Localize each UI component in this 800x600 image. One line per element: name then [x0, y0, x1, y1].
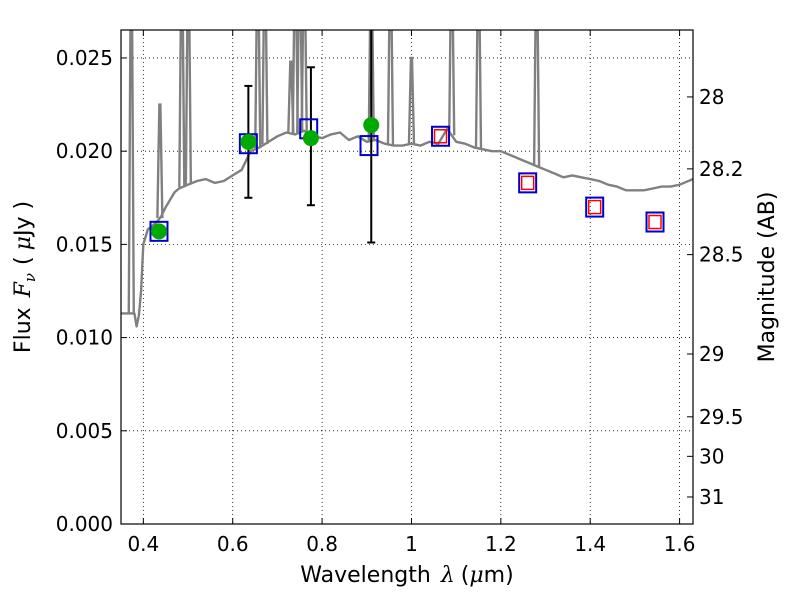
y-tick-label: 0.010: [56, 326, 113, 350]
emission-lines: [127, 30, 541, 314]
y-tick-label: 0.015: [56, 232, 113, 256]
emission-line: [367, 30, 375, 141]
emission-line: [300, 30, 308, 131]
observed-circle-marker: [240, 133, 257, 150]
emission-line: [407, 56, 416, 144]
emission-line: [156, 103, 164, 219]
predicted-square-marker: [587, 199, 602, 215]
right-tick-label: 28.2: [699, 157, 744, 181]
emission-line: [447, 30, 456, 136]
model-spectrum-line: [121, 127, 693, 328]
right-tick-label: 28.5: [699, 243, 744, 267]
model-square-marker: [518, 172, 538, 194]
emission-line: [184, 30, 193, 185]
emission-line: [127, 30, 135, 314]
emission-line: [178, 30, 186, 188]
y-tick-label: 0.000: [56, 512, 113, 536]
emission-line: [532, 30, 541, 167]
model-square-marker: [149, 220, 169, 242]
predicted-square-marker: [433, 129, 448, 144]
right-tick-label: 30: [699, 444, 724, 468]
data-markers: [149, 117, 665, 242]
x-tick-label: 1.4: [574, 532, 606, 556]
y-axis-title-left: FluxFν(μJy ): [11, 201, 39, 353]
right-tick-label: 29.5: [699, 405, 744, 429]
emission-line: [386, 30, 395, 145]
x-tick-label: 0.8: [306, 532, 338, 556]
emission-line: [291, 30, 299, 135]
model-square-marker: [585, 196, 605, 218]
y-tick-label: 0.025: [56, 46, 113, 70]
right-tick-label: 31: [699, 485, 724, 509]
model-square-marker: [645, 211, 665, 233]
emission-line: [474, 30, 483, 149]
axis-ticks: 0.4 0.6 0.8 1 1.2 1.4 1.6 0.000 0.005 0.010 0.015 0…: [56, 30, 744, 556]
y-axis-title-right: Magnitude (AB): [755, 192, 780, 363]
predicted-square-marker: [648, 214, 662, 230]
y-tick-label: 0.020: [56, 139, 113, 163]
x-tick-label: 0.6: [217, 532, 249, 556]
observed-circle-marker: [363, 117, 380, 134]
emission-line: [296, 30, 304, 133]
y-tick-label: 0.005: [56, 419, 113, 443]
observed-circle-marker: [302, 130, 319, 147]
x-tick-label: 1.2: [485, 532, 517, 556]
x-axis-title: Wavelength λ (μm): [300, 563, 513, 588]
right-tick-label: 29: [699, 342, 724, 366]
emission-line: [254, 30, 262, 149]
plot-background: [121, 30, 693, 524]
model-square-marker: [431, 125, 451, 147]
x-tick-label: 1: [405, 532, 418, 556]
observed-circle-marker: [150, 223, 167, 240]
plot-frame: [120, 29, 694, 525]
x-tick-label: 0.4: [127, 532, 159, 556]
x-tick-label: 1.6: [664, 532, 696, 556]
right-tick-label: 28: [699, 85, 724, 109]
model-square-marker: [359, 135, 379, 157]
predicted-square-marker: [520, 175, 535, 191]
emission-line: [261, 30, 269, 145]
